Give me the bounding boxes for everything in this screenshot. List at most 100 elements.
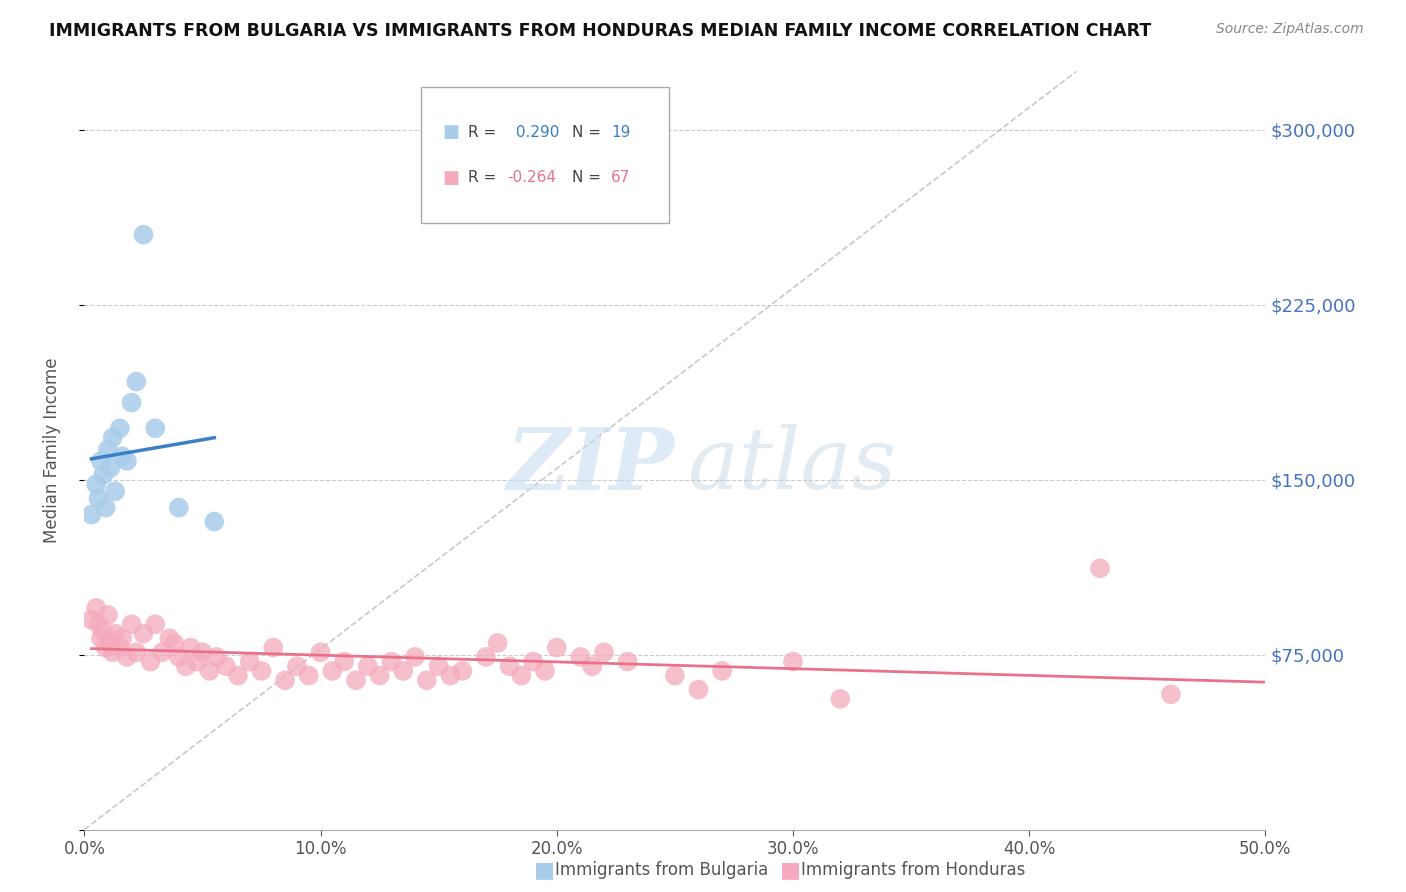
Point	[475, 649, 498, 664]
Point	[616, 655, 638, 669]
Point	[132, 626, 155, 640]
Point	[167, 500, 190, 515]
Point	[427, 659, 450, 673]
Point	[205, 649, 228, 664]
Point	[87, 617, 110, 632]
Text: R =: R =	[468, 125, 502, 139]
Point	[262, 640, 284, 655]
FancyBboxPatch shape	[420, 87, 669, 223]
Text: ■: ■	[780, 860, 801, 880]
Point	[97, 607, 120, 622]
Text: Immigrants from Honduras: Immigrants from Honduras	[801, 861, 1026, 879]
Point	[510, 668, 533, 682]
Text: 67: 67	[612, 170, 630, 185]
Point	[97, 442, 120, 457]
Point	[101, 645, 124, 659]
Point	[333, 655, 356, 669]
Point	[111, 632, 134, 646]
Point	[522, 655, 544, 669]
Text: IMMIGRANTS FROM BULGARIA VS IMMIGRANTS FROM HONDURAS MEDIAN FAMILY INCOME CORREL: IMMIGRANTS FROM BULGARIA VS IMMIGRANTS F…	[49, 22, 1152, 40]
Point	[94, 640, 117, 655]
Point	[121, 395, 143, 409]
Point	[91, 467, 114, 482]
Point	[250, 664, 273, 678]
Point	[90, 454, 112, 468]
Point	[101, 431, 124, 445]
Point	[198, 664, 221, 678]
Text: ZIP: ZIP	[508, 424, 675, 508]
Point	[392, 664, 415, 678]
Text: ■: ■	[534, 860, 555, 880]
Point	[451, 664, 474, 678]
Point	[91, 624, 114, 639]
Text: R =: R =	[468, 170, 502, 185]
Point	[191, 645, 214, 659]
Point	[593, 645, 616, 659]
Point	[357, 659, 380, 673]
Point	[90, 632, 112, 646]
Point	[711, 664, 734, 678]
Point	[150, 645, 173, 659]
Point	[285, 659, 308, 673]
Point	[98, 461, 121, 475]
Point	[202, 515, 225, 529]
Text: Immigrants from Bulgaria: Immigrants from Bulgaria	[555, 861, 769, 879]
Text: N =: N =	[572, 125, 606, 139]
Point	[163, 636, 186, 650]
Point	[688, 682, 710, 697]
Text: -0.264: -0.264	[508, 170, 557, 185]
Point	[115, 649, 138, 664]
Point	[298, 668, 321, 682]
Point	[274, 673, 297, 688]
Point	[1160, 687, 1182, 701]
Point	[309, 645, 332, 659]
Point	[143, 617, 166, 632]
Point	[180, 640, 202, 655]
Point	[830, 692, 852, 706]
Text: atlas: atlas	[686, 425, 896, 507]
Point	[174, 659, 197, 673]
Text: Source: ZipAtlas.com: Source: ZipAtlas.com	[1216, 22, 1364, 37]
Point	[167, 649, 190, 664]
Point	[534, 664, 557, 678]
Point	[368, 668, 391, 682]
Point	[226, 668, 249, 682]
Point	[94, 500, 117, 515]
Point	[569, 649, 592, 664]
Point	[80, 508, 103, 522]
Point	[115, 454, 138, 468]
Point	[187, 655, 209, 669]
Point	[486, 636, 509, 650]
Point	[157, 632, 180, 646]
Point	[380, 655, 402, 669]
Point	[416, 673, 439, 688]
Point	[108, 421, 131, 435]
Point	[439, 668, 461, 682]
Point	[108, 640, 131, 655]
Point	[84, 477, 107, 491]
Point	[132, 227, 155, 242]
Point	[404, 649, 426, 664]
Point	[344, 673, 367, 688]
Point	[104, 626, 127, 640]
Point	[215, 659, 238, 673]
Point	[239, 655, 262, 669]
Point	[98, 636, 121, 650]
Point	[104, 484, 127, 499]
Point	[321, 664, 343, 678]
Point	[498, 659, 520, 673]
Point	[125, 645, 148, 659]
Point	[139, 655, 162, 669]
Text: 19: 19	[612, 125, 630, 139]
Point	[121, 617, 143, 632]
Text: 0.290: 0.290	[510, 125, 560, 139]
Point	[125, 375, 148, 389]
Point	[84, 601, 107, 615]
Point	[664, 668, 686, 682]
Text: ■: ■	[443, 123, 460, 141]
Point	[143, 421, 166, 435]
Point	[546, 640, 568, 655]
Point	[111, 450, 134, 464]
Text: N =: N =	[572, 170, 606, 185]
Point	[87, 491, 110, 506]
